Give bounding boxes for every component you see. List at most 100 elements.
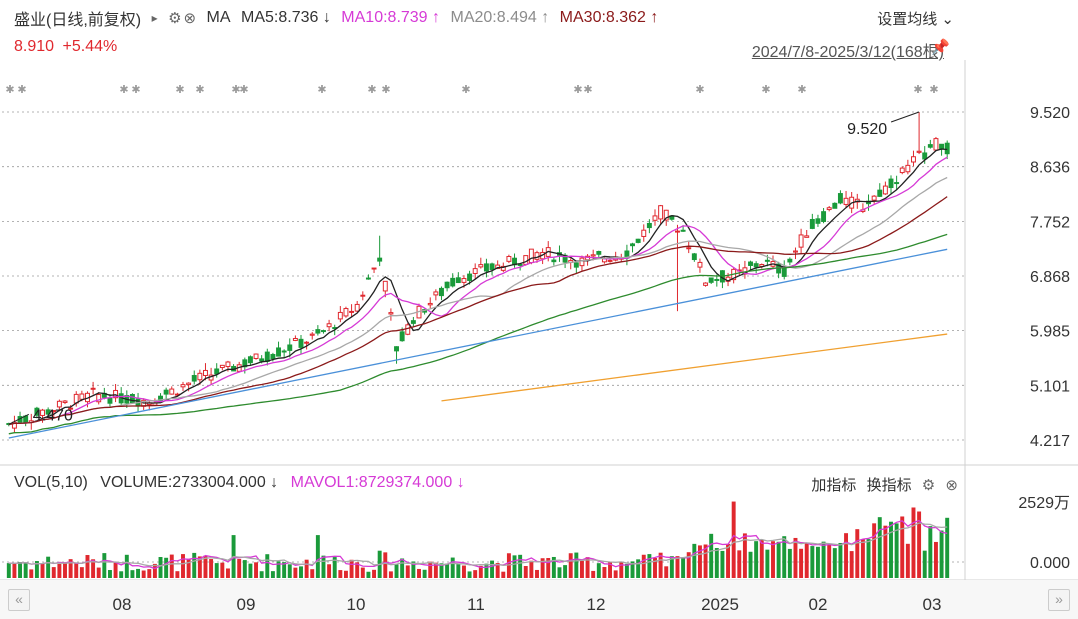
volume-bar [394,564,399,578]
volume-bar [793,537,798,578]
volume-bar [917,511,922,578]
close-icon[interactable]: ⊗ [183,10,197,27]
event-marker-icon[interactable]: ✱ [929,83,938,96]
event-marker-icon[interactable]: ✱ [573,83,582,96]
volume-bar [591,570,596,578]
x-axis-label: 11 [467,595,485,614]
chevron-down-icon: ⌄ [941,11,954,28]
scroll-left-button[interactable]: « [8,589,30,611]
candle-body [658,205,664,220]
candle-body [843,197,849,205]
event-marker-icon[interactable]: ✱ [695,83,704,96]
candle-body [247,356,253,364]
event-marker-icon[interactable]: ✱ [461,83,470,96]
price-tick-label: 6.868 [1030,269,1070,286]
volume-bar [922,550,927,578]
candle-body [641,229,647,237]
volume-bar [664,566,669,578]
event-marker-icon[interactable]: ✱ [131,83,140,96]
volume-bar [613,570,618,578]
event-marker-icon[interactable]: ✱ [913,83,922,96]
candle-body [888,178,894,189]
candle-body [478,264,484,268]
candle-body [871,195,877,201]
volume-bar [574,552,579,578]
candle-body [630,243,635,247]
volume-bar [248,563,253,578]
volume-bar [799,548,804,578]
candle-body [34,407,40,416]
event-marker-icon[interactable]: ✱ [195,83,204,96]
volume-bar [220,562,225,578]
volume-bar [563,565,568,578]
volume-bar [641,554,646,578]
candle-body [607,259,613,262]
volume-bar [237,558,242,578]
mode-arrow-icon[interactable]: ▸ [151,11,158,25]
ma-label: MA [206,9,231,26]
event-marker-icon[interactable]: ✱ [381,83,390,96]
candle-body [410,320,416,324]
price-tick-label: 4.217 [1030,433,1070,450]
volume-bar [900,516,905,578]
scroll-right-button[interactable]: » [1048,589,1070,611]
volume-bar [91,559,96,578]
pin-icon[interactable]: 📌 [931,39,950,56]
volume-bar [568,553,573,578]
event-marker-icon[interactable]: ✱ [175,83,184,96]
event-marker-icon[interactable]: ✱ [239,83,248,96]
event-marker-icon[interactable]: ✱ [317,83,326,96]
candle-body [287,344,293,351]
candle-body [793,250,798,253]
event-marker-icon[interactable]: ✱ [761,83,770,96]
event-marker-icon[interactable]: ✱ [231,83,240,96]
volume-bar [366,571,371,578]
candle-body [51,410,57,413]
event-marker-icon[interactable]: ✱ [5,83,14,96]
ma-settings-button[interactable]: 设置均线 ⌄ [877,11,954,28]
event-marker-icon[interactable]: ✱ [367,83,376,96]
date-range[interactable]: 2024/7/8-2025/3/12(168根) [751,44,944,61]
volume-bar [85,555,90,578]
volume-bar [624,563,629,578]
candle-body [354,303,360,312]
candle-body [163,389,169,395]
volume-bar [630,561,635,578]
close-icon[interactable]: ⊗ [945,477,958,494]
candle-body [461,278,467,283]
event-marker-icon[interactable]: ✱ [583,83,592,96]
candle-body [242,359,248,368]
candle-body [815,218,821,224]
candle-body [697,261,703,268]
volume-bar [889,521,893,578]
gear-icon[interactable]: ⚙ [921,477,936,494]
candle-body [180,384,186,388]
event-marker-icon[interactable]: ✱ [119,83,128,96]
candle-body [489,263,495,270]
volume-bar [141,570,146,578]
high-annotation: 9.520 [847,121,887,138]
volume-bar [720,550,725,578]
volume-bar [192,552,197,578]
event-marker-icon[interactable]: ✱ [797,83,806,96]
volume-bar [293,567,298,578]
candle-body [714,278,720,281]
volume-tick-label: 0.000 [1030,555,1070,572]
gear-icon[interactable]: ⚙ [168,10,182,27]
volume-bar [669,556,674,578]
volume-bar [417,568,421,578]
volume-bar [703,544,708,578]
volume-bar [74,563,79,578]
candle-body [349,310,355,313]
candle-body [11,421,17,429]
event-marker-icon[interactable]: ✱ [17,83,26,96]
candle-body [691,253,697,261]
volume-bar [259,571,264,578]
swap-indicator-button[interactable]: 换指标 [866,477,912,494]
candle-body [96,394,102,403]
volume-bar [304,559,309,578]
high-arrow [890,111,920,123]
chart-mode[interactable]: (日线,前复权) [46,12,142,29]
add-indicator-button[interactable]: 加指标 [811,477,857,494]
